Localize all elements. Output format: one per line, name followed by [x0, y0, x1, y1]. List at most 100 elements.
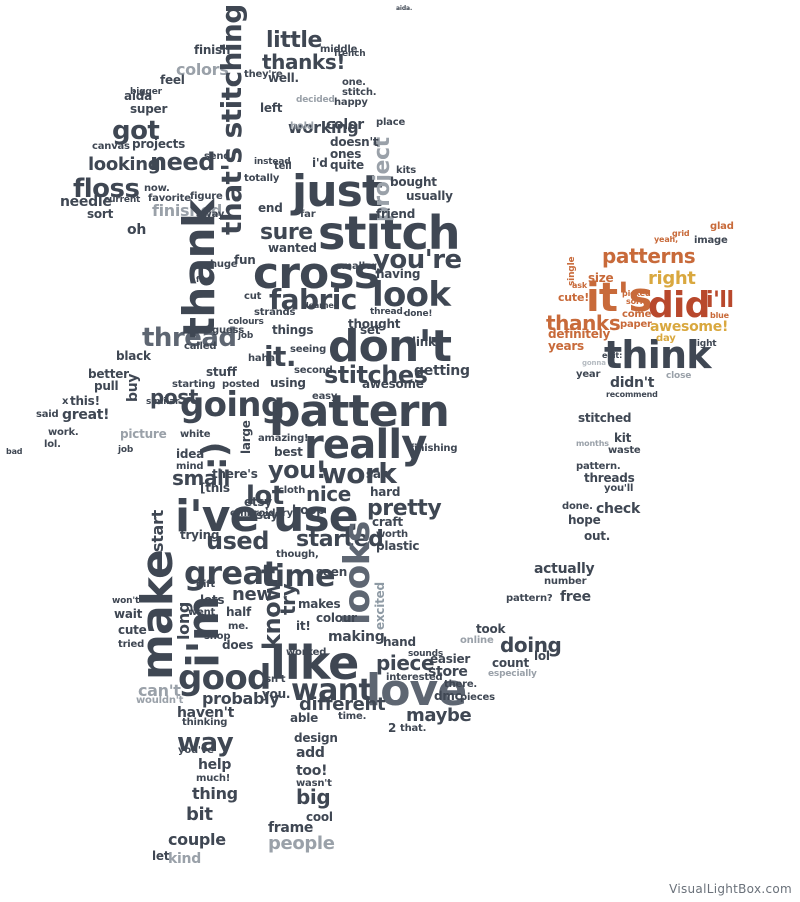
- word-haha: haha: [248, 353, 275, 364]
- word-work: work: [321, 457, 397, 490]
- word-figure: figure: [190, 191, 223, 202]
- word-start: start: [148, 510, 167, 552]
- word-nice: nice: [306, 482, 351, 506]
- word-looking: looking: [88, 154, 161, 175]
- word-design: design: [294, 731, 338, 745]
- word-needle: needle: [60, 194, 112, 210]
- word-worth: worth: [376, 529, 408, 540]
- word-makes: makes: [298, 597, 341, 611]
- word-started: started: [296, 527, 384, 552]
- word-great-ex: great!: [62, 407, 110, 423]
- word-cant: can't: [138, 681, 181, 700]
- word-blue: blue: [710, 311, 729, 320]
- word-threads: threads: [584, 471, 635, 485]
- word-youll: you'll: [604, 483, 634, 494]
- word-check: check: [596, 501, 640, 517]
- word-making: making: [328, 629, 385, 645]
- word-plastic: plastic: [376, 539, 420, 553]
- word-got: got: [112, 116, 160, 146]
- word-done: done.: [562, 501, 593, 512]
- word-wouldnt: wouldn't: [136, 695, 184, 706]
- word-come: come: [622, 309, 652, 320]
- word-love: love: [366, 665, 467, 716]
- word-yeah: yeah,: [654, 235, 678, 244]
- word-white: white: [180, 429, 211, 440]
- word-patterns: patterns: [602, 244, 696, 268]
- word-this-ex: this!: [70, 394, 100, 408]
- word-colors: colors: [176, 60, 229, 79]
- word-ask: ask: [572, 281, 588, 290]
- word-single: single: [567, 256, 577, 286]
- word-different: different: [299, 694, 386, 715]
- word-theres: there's: [212, 467, 258, 481]
- word-gift: gift: [196, 579, 215, 590]
- word-going: going: [180, 385, 285, 425]
- word-sounds: sounds: [408, 649, 444, 659]
- word-actually: actually: [534, 561, 595, 577]
- word-wanted: wanted: [268, 241, 317, 255]
- word-colours: colours: [228, 317, 264, 327]
- word-middle: middle: [320, 44, 358, 55]
- word-new: new: [232, 584, 273, 605]
- word-fit: fit: [196, 275, 206, 284]
- word-projects: projects: [132, 137, 186, 151]
- word-finish: finish: [194, 43, 231, 57]
- word-cut: cut: [244, 291, 262, 302]
- word-ones: ones: [330, 147, 362, 161]
- word-recommend: recommend: [606, 390, 658, 399]
- word-thought: thought: [348, 317, 401, 331]
- word-sure: sure: [260, 220, 313, 245]
- word-year: year: [576, 369, 601, 380]
- word-edit: edit:: [602, 351, 623, 360]
- word-tell: tell: [274, 161, 292, 172]
- word-trying: trying: [180, 528, 220, 542]
- word-time-dot: time.: [338, 711, 367, 722]
- word-hoop: hoop: [292, 503, 325, 517]
- word-thiscolon: [this: [200, 481, 230, 495]
- word-frame: frame: [268, 820, 314, 836]
- word-similar: similar: [146, 397, 180, 407]
- word-lot: lot: [246, 481, 284, 511]
- word-big: big: [296, 785, 331, 809]
- word-etsy: etsy: [244, 495, 272, 509]
- word-pattern-q: pattern?: [506, 593, 553, 604]
- word-place: place: [376, 117, 406, 128]
- word-sort: sort: [87, 207, 114, 221]
- word-friend: friend: [376, 207, 416, 221]
- word-you-ex: you!: [268, 456, 327, 484]
- word-think: think: [604, 333, 712, 377]
- word-wont: won't: [112, 596, 140, 606]
- word-stitched: stitched: [578, 411, 632, 425]
- word-store: store: [428, 664, 468, 680]
- word-ive: i've: [175, 491, 259, 542]
- word-cross: cross: [253, 248, 380, 299]
- word-finished: finished: [152, 201, 222, 220]
- word-totally: totally: [244, 173, 280, 184]
- word-time: time: [261, 559, 335, 594]
- word-havent: haven't: [177, 705, 235, 721]
- word-bit: bit: [186, 804, 213, 825]
- word-took: took: [476, 622, 506, 636]
- word-quite: quite: [330, 158, 364, 172]
- word-pattern: pattern: [269, 386, 450, 437]
- word-number: number: [544, 576, 587, 587]
- word-called: called: [184, 341, 217, 352]
- word-dmc: dmc: [434, 689, 462, 703]
- word-thread: thread: [142, 323, 237, 353]
- word-idea: idea: [176, 447, 204, 461]
- word-awesome-ex: awesome!: [650, 319, 729, 335]
- word-size: size: [588, 271, 614, 285]
- word-fun: fun: [234, 253, 256, 267]
- word-light: light: [694, 339, 717, 349]
- word-stitch-dot: stitch.: [342, 87, 377, 98]
- word-doing: doing: [500, 633, 562, 657]
- word-youve: you've: [178, 745, 214, 756]
- word-hard: hard: [370, 485, 401, 499]
- word-job: job: [238, 331, 254, 341]
- word-years: years: [548, 339, 584, 353]
- word-left: left: [260, 101, 283, 115]
- word-dont: don't: [328, 321, 452, 372]
- word-mind: mind: [176, 461, 204, 472]
- word-especially: especially: [488, 669, 537, 679]
- word-it-ex: it!: [296, 619, 311, 633]
